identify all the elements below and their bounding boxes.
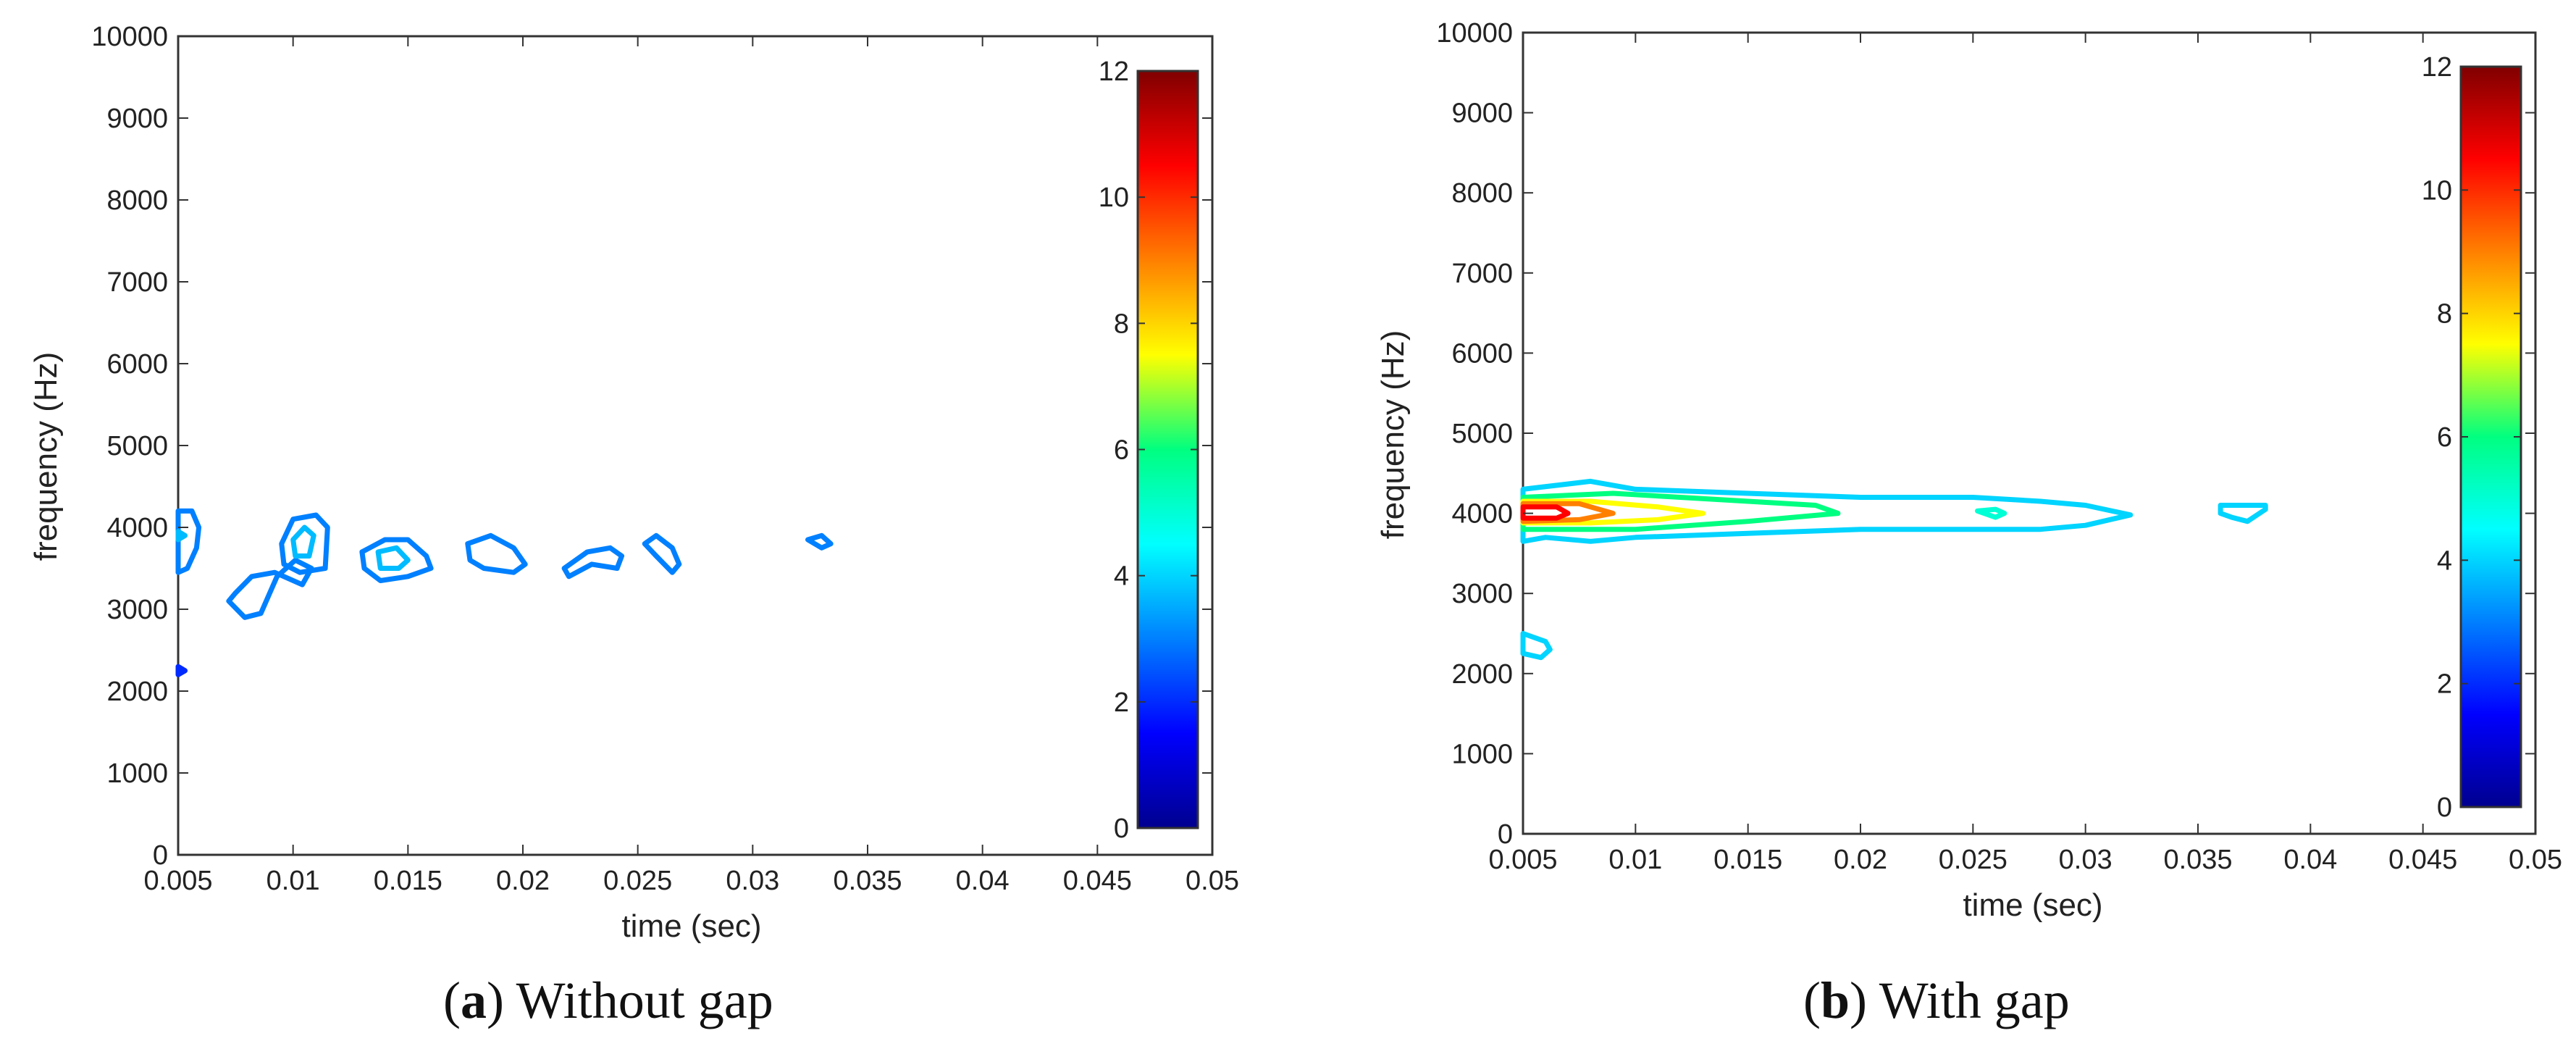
panel-a-x-tick-label: 0.015 xyxy=(374,866,442,896)
panel-a-y-tick-label: 1000 xyxy=(106,758,168,789)
panel-a-x-axis-label: time (sec) xyxy=(621,908,761,944)
panel-b-colorbar-tick-label: 6 xyxy=(2437,422,2452,453)
panel-b-y-axis-label: frequency (Hz) xyxy=(1375,330,1411,540)
panel-a-x-tick-label: 0.03 xyxy=(726,866,779,896)
panel-a-x-ticks: 0.005 0.01 0.015 0.02 0.025 0.03 0.035 0.04 0.04… xyxy=(143,36,1239,896)
panel-a-contour-line xyxy=(279,512,330,575)
panel-b-x-tick-label: 0.015 xyxy=(1713,845,1782,875)
panel-b-x-tick-label: 0.01 xyxy=(1608,845,1662,875)
panel-b-y-tick-label: 8000 xyxy=(1451,178,1513,209)
panel-b-x-tick-label: 0.045 xyxy=(2388,845,2457,875)
panel-b-contours xyxy=(1520,478,2268,661)
panel-a-contour-line xyxy=(175,664,188,677)
panel-b-plot-area xyxy=(1522,31,2537,835)
panel-a-colorbar-tick-label: 8 xyxy=(1114,309,1129,339)
panel-b-y-tick-label: 2000 xyxy=(1451,659,1513,690)
panel-b-x-tick-label: 0.02 xyxy=(1834,845,1887,875)
panel-a-y-tick-label: 9000 xyxy=(106,104,168,134)
panel-a-y-tick-label: 7000 xyxy=(106,267,168,298)
panel-b-y-tick-label: 0 xyxy=(1498,819,1513,850)
caption-a-text: Without gap xyxy=(516,971,773,1029)
panel-b-colorbar-tick-label: 8 xyxy=(2437,299,2452,330)
panel-a-contours xyxy=(175,508,834,677)
panel-a-x-tick-label: 0.05 xyxy=(1186,866,1239,896)
panel-b-contour-line xyxy=(1520,631,1553,661)
panel-b-x-tick-label: 0.035 xyxy=(2163,845,2232,875)
panel-a-colorbar-tick-label: 12 xyxy=(1099,57,1129,87)
panel-b-y-tick-label: 1000 xyxy=(1451,739,1513,769)
panel-b-colorbar-tick-label: 12 xyxy=(2422,52,2452,83)
caption-b-text: With gap xyxy=(1879,971,2070,1029)
caption-b-letter: b xyxy=(1820,971,1850,1029)
panel-b-colorbar-tick-label: 0 xyxy=(2437,793,2452,823)
panel-a-y-tick-label: 5000 xyxy=(106,431,168,461)
panel-a-contour-line xyxy=(465,532,528,575)
panel-a-y-tick-label: 6000 xyxy=(106,349,168,380)
panel-a-x-tick-label: 0.045 xyxy=(1063,866,1132,896)
panel-a-without-gap: 0.005 0.01 0.015 0.02 0.025 0.03 0.035 0.04 0.04… xyxy=(28,22,1239,944)
panel-b-colorbar-tick-label: 2 xyxy=(2437,669,2452,700)
panel-a-contour-line xyxy=(290,524,316,559)
panel-b-colorbar-tick-label: 4 xyxy=(2437,545,2452,576)
panel-a-x-tick-label: 0.005 xyxy=(143,866,212,896)
panel-a-plot-area xyxy=(177,35,1214,856)
panel-a-colorbar-ticks: 0 2 4 6 8 10 12 xyxy=(1099,57,1198,844)
panel-a-y-tick-label: 8000 xyxy=(106,185,168,216)
panel-b-x-ticks: 0.005 0.01 0.015 0.02 0.025 0.03 0.035 0.04 0.04… xyxy=(1488,33,2562,875)
panel-a-x-tick-label: 0.02 xyxy=(496,866,550,896)
panel-b-x-tick-label: 0.025 xyxy=(1939,845,2007,875)
panel-a-y-tick-label: 3000 xyxy=(106,595,168,625)
panel-b-colorbar-tick-label: 10 xyxy=(2422,175,2452,206)
panel-b-y-ticks: 0100020003000400050006000700080009000100… xyxy=(1436,18,2535,850)
panel-a-x-tick-label: 0.035 xyxy=(833,866,902,896)
panel-b-contour-line xyxy=(1520,490,1841,532)
panel-a-colorbar-tick-label: 2 xyxy=(1114,687,1129,718)
caption-a: (a) Without gap xyxy=(443,971,773,1029)
panel-b-y-tick-label: 6000 xyxy=(1451,338,1513,369)
panel-a-y-axis-label: frequency (Hz) xyxy=(28,352,64,561)
panel-b-with-gap: 0.005 0.01 0.015 0.02 0.025 0.03 0.035 0.04 0.04… xyxy=(1375,18,2562,923)
caption-a-letter: a xyxy=(460,971,487,1029)
panel-a-y-tick-label: 0 xyxy=(153,840,168,871)
panel-b-contour-line xyxy=(1975,506,2007,520)
panel-a-colorbar-tick-label: 0 xyxy=(1114,814,1129,844)
panel-b-contour-line xyxy=(2218,503,2268,524)
panel-a-y-tick-label: 2000 xyxy=(106,677,168,707)
panel-a-contour-line xyxy=(359,537,434,583)
caption-b: (b) With gap xyxy=(1803,971,2070,1029)
panel-a-x-tick-label: 0.025 xyxy=(603,866,672,896)
panel-a-colorbar-tick-label: 6 xyxy=(1114,435,1129,466)
panel-a-contour-line xyxy=(642,532,682,575)
panel-b-x-tick-label: 0.005 xyxy=(1488,845,1557,875)
panel-b-y-tick-label: 10000 xyxy=(1436,18,1513,49)
panel-b-contour-line xyxy=(1520,504,1571,521)
panel-a-y-tick-label: 4000 xyxy=(106,513,168,543)
panel-b-colorbar-ticks: 0 2 4 6 8 10 12 xyxy=(2422,52,2521,823)
panel-a-contour-line xyxy=(561,545,624,580)
panel-b-x-axis-label: time (sec) xyxy=(1963,887,2102,923)
panel-b-colorbar xyxy=(2459,65,2522,808)
panel-a-contour-line xyxy=(375,545,411,571)
panel-a-x-tick-label: 0.04 xyxy=(956,866,1010,896)
panel-a-contour-line xyxy=(175,529,188,543)
panel-a-colorbar-tick-label: 4 xyxy=(1114,561,1129,592)
panel-b-y-tick-label: 3000 xyxy=(1451,579,1513,609)
panel-b-y-tick-label: 9000 xyxy=(1451,99,1513,129)
panel-a-y-ticks: 0100020003000400050006000700080009000100… xyxy=(91,22,1212,871)
panel-a-x-tick-label: 0.01 xyxy=(267,866,320,896)
panel-b-x-tick-label: 0.03 xyxy=(2059,845,2113,875)
panel-a-contour-line xyxy=(805,532,834,551)
panel-a-contour-line xyxy=(175,508,202,575)
panel-b-contour-line xyxy=(1520,478,2134,544)
panel-a-y-tick-label: 10000 xyxy=(91,22,168,52)
panel-a-colorbar xyxy=(1136,70,1199,829)
panel-b-x-tick-label: 0.05 xyxy=(2509,845,2562,875)
panel-b-y-tick-label: 4000 xyxy=(1451,499,1513,530)
panel-b-y-tick-label: 5000 xyxy=(1451,419,1513,449)
panel-b-y-tick-label: 7000 xyxy=(1451,259,1513,289)
panel-b-x-tick-label: 0.04 xyxy=(2283,845,2337,875)
panel-a-colorbar-tick-label: 10 xyxy=(1099,183,1129,213)
